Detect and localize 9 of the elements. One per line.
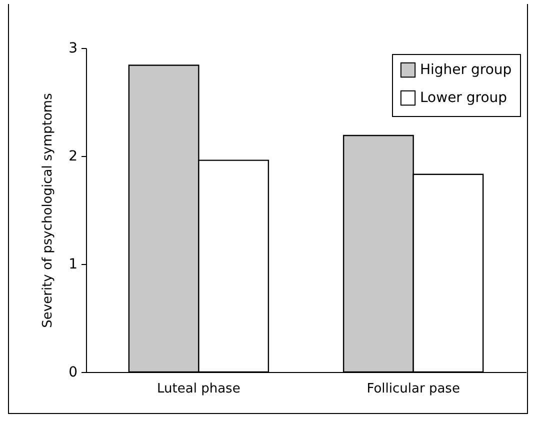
y-tick-label: 2 bbox=[68, 148, 78, 164]
x-tick-label: Luteal phase bbox=[157, 382, 240, 396]
y-tick-label: 1 bbox=[68, 256, 78, 272]
y-tick-label: 3 bbox=[68, 40, 78, 56]
x-tick-label: Follicular pase bbox=[366, 382, 460, 396]
legend-label: Higher group bbox=[420, 62, 512, 78]
y-tick-label: 0 bbox=[68, 364, 78, 380]
y-axis-title: Severity of psychological symptoms bbox=[40, 92, 56, 328]
legend-label: Lower group bbox=[420, 90, 508, 106]
